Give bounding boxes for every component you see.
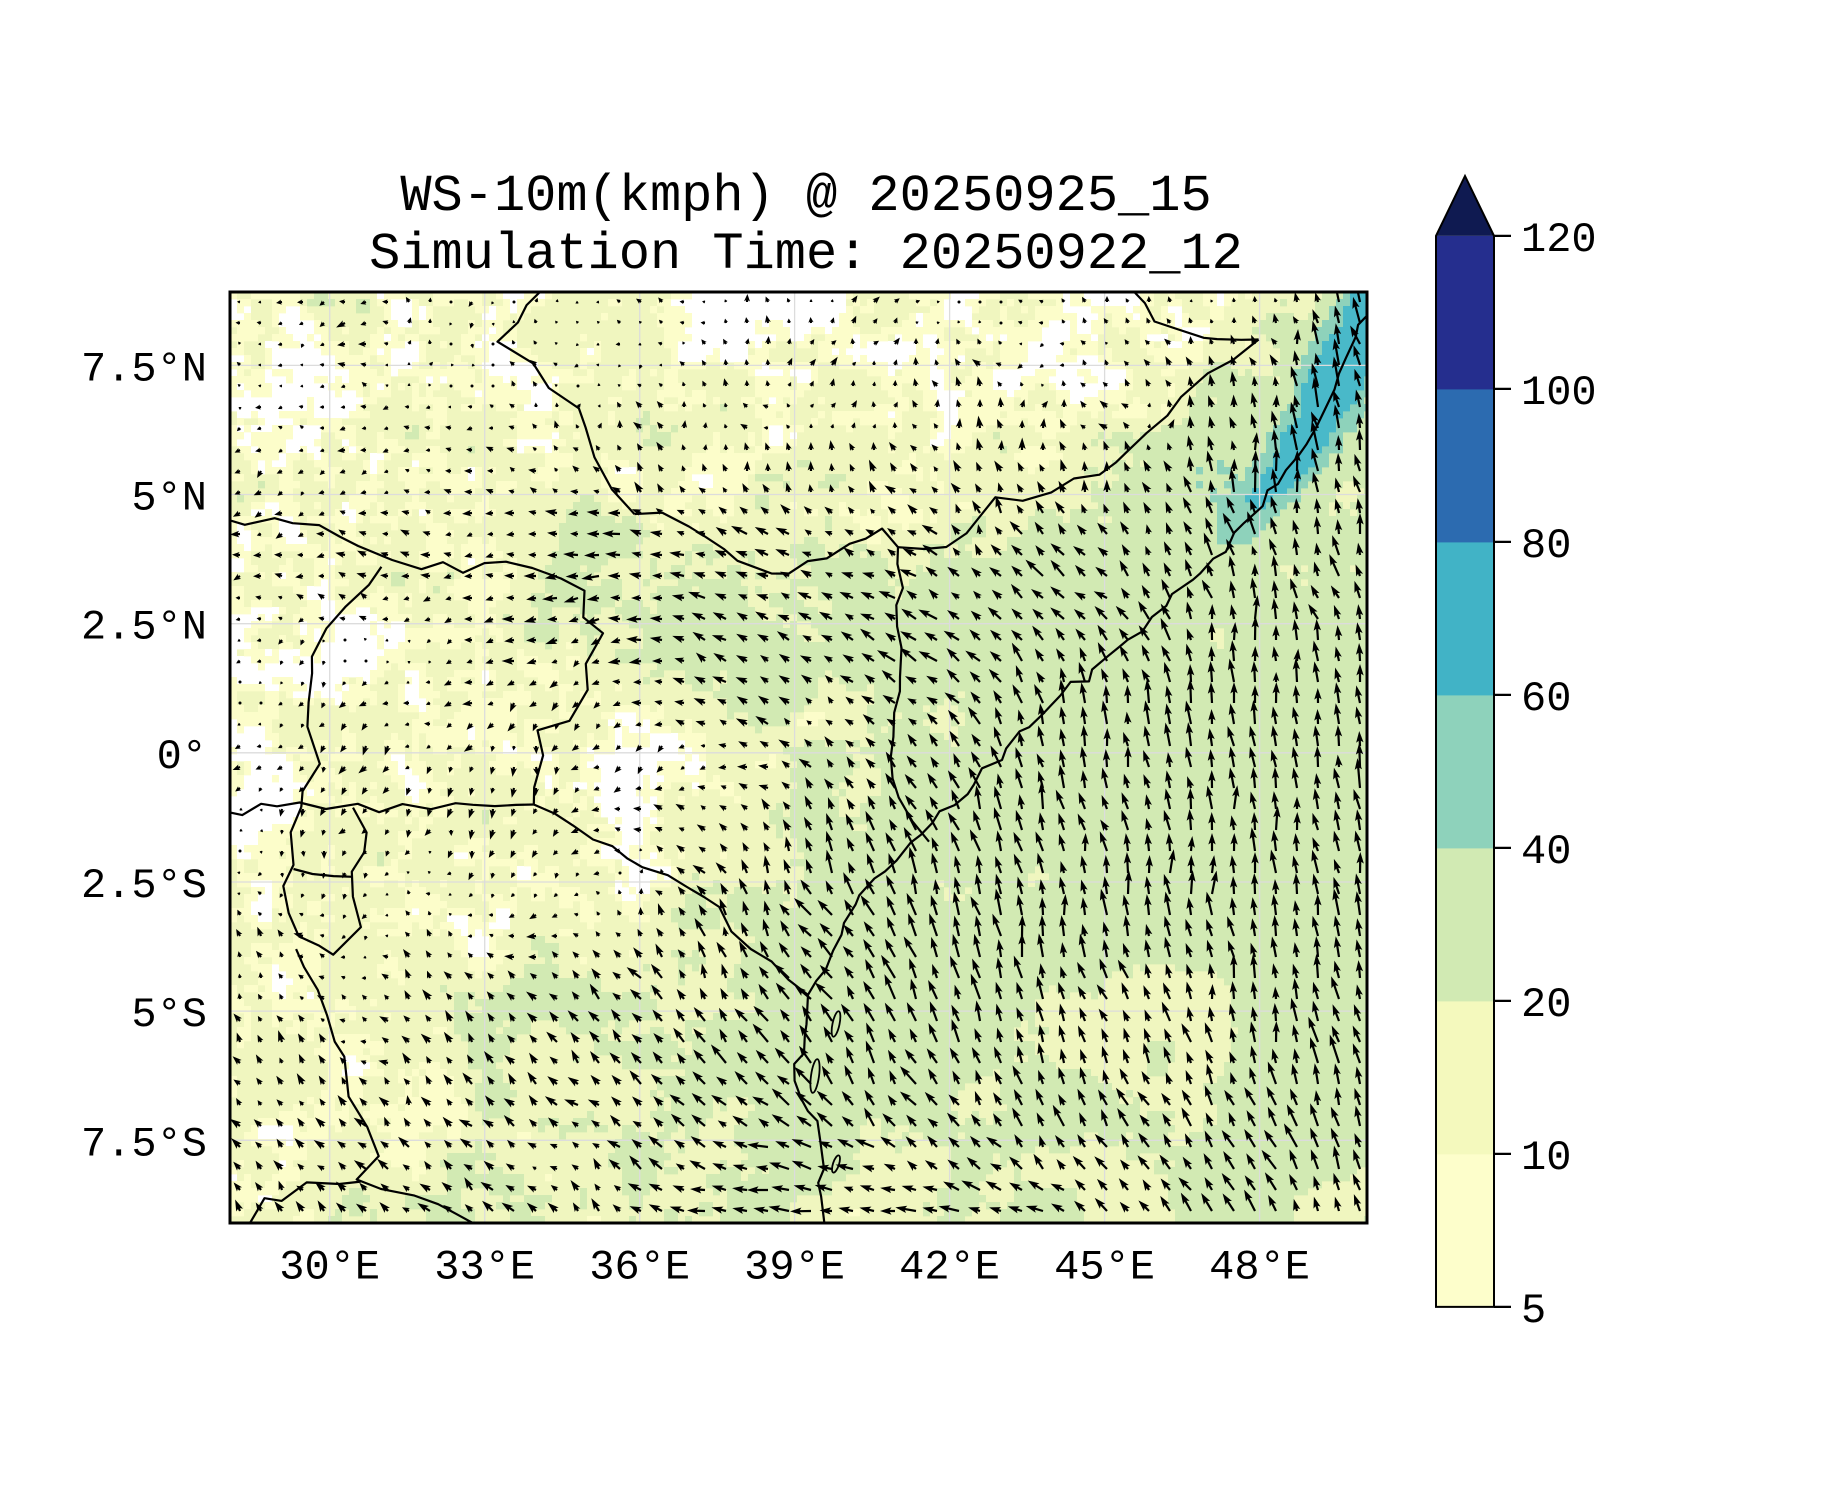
svg-text:5: 5 [1521, 1287, 1546, 1335]
svg-text:7.5°S: 7.5°S [81, 1120, 207, 1168]
svg-text:100: 100 [1521, 369, 1597, 417]
svg-text:0°: 0° [157, 733, 207, 781]
svg-text:80: 80 [1521, 522, 1571, 570]
svg-text:WS-10m(kmph) @ 20250925_15: WS-10m(kmph) @ 20250925_15 [400, 167, 1211, 226]
svg-text:30°E: 30°E [279, 1244, 380, 1292]
svg-text:5°N: 5°N [131, 475, 207, 523]
svg-text:2.5°N: 2.5°N [81, 604, 207, 652]
svg-text:45°E: 45°E [1054, 1244, 1155, 1292]
svg-text:20: 20 [1521, 981, 1571, 1029]
svg-text:7.5°N: 7.5°N [81, 345, 207, 393]
svg-text:48°E: 48°E [1209, 1244, 1310, 1292]
svg-text:120: 120 [1521, 216, 1597, 264]
svg-text:40: 40 [1521, 828, 1571, 876]
svg-text:10: 10 [1521, 1134, 1571, 1182]
svg-text:60: 60 [1521, 675, 1571, 723]
svg-text:36°E: 36°E [589, 1244, 690, 1292]
svg-text:2.5°S: 2.5°S [81, 862, 207, 910]
svg-text:Simulation Time: 20250922_12: Simulation Time: 20250922_12 [369, 225, 1243, 284]
svg-text:42°E: 42°E [899, 1244, 1000, 1292]
svg-text:39°E: 39°E [744, 1244, 845, 1292]
svg-text:33°E: 33°E [434, 1244, 535, 1292]
svg-text:5°S: 5°S [131, 991, 207, 1039]
